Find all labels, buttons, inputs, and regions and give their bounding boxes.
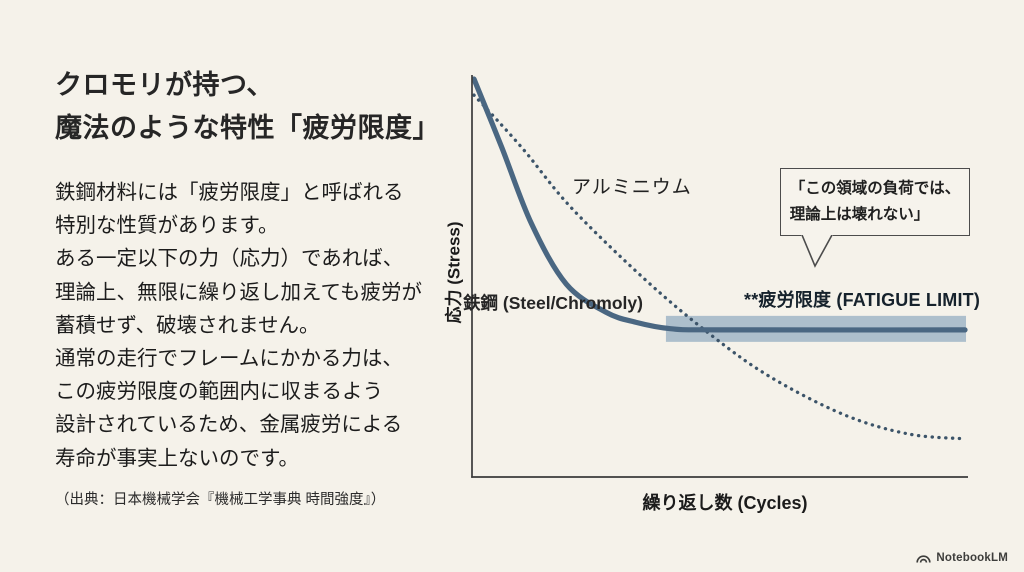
aluminum-curve [472,93,967,441]
y-axis-label: 応力 (Stress) [444,221,464,324]
callout-tail [801,235,833,268]
source-citation: （出典：日本機械学会『機械工学事典 時間強度』） [55,492,386,508]
notebooklm-brand: NotebookLM [915,550,1008,566]
fatigue-limit-label: **疲労限度 (FATIGUE LIMIT) [744,290,981,310]
aluminum-series-label: アルミニウム [572,177,692,198]
notebooklm-logo-icon [916,554,932,563]
x-axis-label: 繰り返し数 (Cycles) [642,493,808,513]
brand-label: NotebookLM [936,552,1008,564]
steel-series-label: 鉄鋼 (Steel/Chromoly) [463,293,643,313]
slide-body-text: 鉄鋼材料には「疲労限度」と呼ばれる 特別な性質があります。 ある一定以下の力（応… [55,181,422,470]
callout-text: 「この領域の負荷では、 理論上は壊れない」 [789,180,961,223]
callout-bubble: 「この領域の負荷では、 理論上は壊れない」 [780,168,970,236]
slide-title: クロモリが持つ、 魔法のような特性「疲労限度」 [55,70,440,143]
steel-curve [471,76,968,333]
